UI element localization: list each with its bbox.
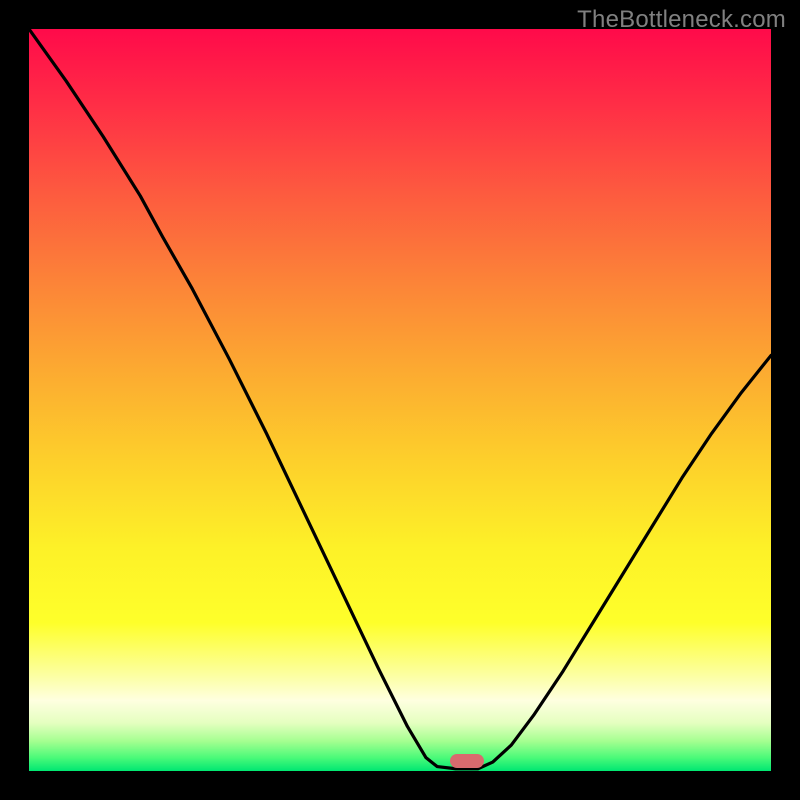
optimal-marker [450, 754, 484, 768]
chart-container: TheBottleneck.com [0, 0, 800, 800]
bottleneck-curve [29, 29, 771, 771]
watermark-text: TheBottleneck.com [577, 6, 786, 34]
plot-area [29, 29, 771, 771]
